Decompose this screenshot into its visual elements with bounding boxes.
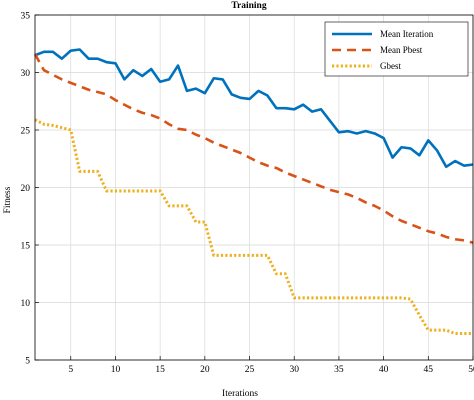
x-tick-label: 30 [289, 365, 299, 375]
y-tick-label: 25 [21, 127, 31, 137]
y-axis-ticks: 5 10 15 20 25 30 35 [21, 12, 39, 367]
y-tick-label: 10 [21, 299, 31, 309]
legend-entry-label: Mean Iteration [380, 29, 434, 39]
legend: Mean Iteration Mean Pbest Gbest [324, 21, 469, 77]
x-tick-label: 45 [424, 365, 434, 375]
y-tick-label: 30 [21, 69, 31, 79]
legend-entry-label: Mean Pbest [380, 45, 423, 55]
x-axis-ticks: 5 10 15 20 25 30 35 40 45 50 [68, 356, 474, 375]
legend-entry-label: Gbest [380, 61, 401, 71]
x-tick-label: 10 [111, 365, 121, 375]
x-tick-label: 15 [155, 365, 165, 375]
y-tick-label: 20 [21, 184, 31, 194]
x-axis-label: Iterations [222, 389, 258, 399]
x-tick-label: 50 [468, 365, 474, 375]
y-tick-label: 5 [25, 357, 30, 367]
chart-title: Training [231, 1, 266, 11]
series-lines [33, 48, 474, 336]
series-line-gbest [34, 118, 473, 336]
x-tick-label: 25 [245, 365, 255, 375]
x-tick-label: 35 [334, 365, 344, 375]
series-line-mean-iteration [34, 48, 474, 169]
y-tick-label: 35 [21, 12, 31, 22]
x-tick-label: 20 [200, 365, 210, 375]
x-tick-label: 40 [379, 365, 389, 375]
series-line-mean-pbest [33, 53, 474, 244]
y-tick-label: 15 [21, 242, 31, 252]
y-axis-label: Fitness [3, 186, 13, 213]
x-tick-label: 5 [68, 365, 73, 375]
